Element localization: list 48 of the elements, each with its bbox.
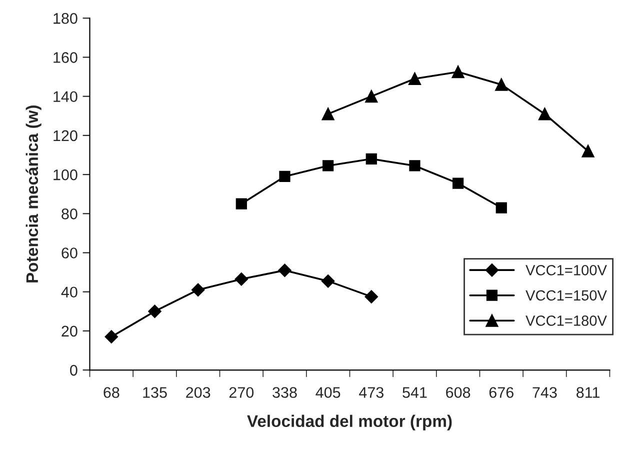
- y-axis-title: Potencia mecánica (w): [26, 106, 42, 282]
- point: [495, 78, 508, 91]
- x-tick-label: 811: [576, 387, 600, 398]
- point: [321, 274, 335, 288]
- point: [366, 153, 377, 164]
- point: [279, 170, 290, 182]
- point: [322, 160, 334, 172]
- legend-label: VCC1=100V: [526, 265, 607, 276]
- point: [236, 198, 247, 210]
- point: [408, 72, 421, 86]
- y-tick-label: 20: [62, 326, 78, 337]
- point: [278, 264, 292, 277]
- x-tick-label: 541: [402, 387, 427, 398]
- x-tick-label: 203: [186, 387, 210, 398]
- point: [409, 160, 420, 172]
- x-tick-label: 405: [316, 387, 340, 398]
- y-tick-label: 60: [62, 248, 78, 258]
- y-tick-label: 0: [70, 364, 78, 376]
- x-tick-label: 68: [104, 387, 120, 398]
- y-tick-label: 160: [54, 52, 78, 63]
- point: [452, 66, 464, 78]
- x-tick-label: 608: [446, 387, 470, 398]
- x-tick-label: 676: [489, 387, 514, 398]
- legend-label: VCC1=150V: [526, 290, 607, 301]
- x-tick-label: 743: [532, 387, 557, 398]
- x-tick-label: 473: [359, 387, 384, 398]
- point: [191, 283, 205, 296]
- x-tick-label: 338: [272, 387, 297, 398]
- point: [364, 290, 378, 304]
- y-tick-label: 80: [62, 208, 78, 220]
- x-axis-title: Velocidad del motor (rpm): [247, 414, 452, 430]
- y-tick-label: 180: [54, 13, 78, 24]
- y-tick-label: 140: [54, 91, 78, 102]
- point: [582, 144, 594, 158]
- point: [365, 90, 378, 103]
- y-tick-label: 40: [61, 286, 78, 298]
- point: [452, 178, 464, 189]
- point: [148, 304, 162, 318]
- point: [496, 202, 507, 214]
- point: [104, 330, 118, 344]
- y-tick-label: 120: [54, 130, 78, 142]
- point: [234, 272, 248, 286]
- x-tick-label: 135: [143, 387, 167, 398]
- point: [538, 108, 551, 120]
- point: [322, 108, 334, 120]
- legend-label: VCC1=180V: [526, 316, 607, 326]
- x-tick-label: 270: [229, 387, 254, 398]
- y-tick-label: 100: [54, 169, 78, 180]
